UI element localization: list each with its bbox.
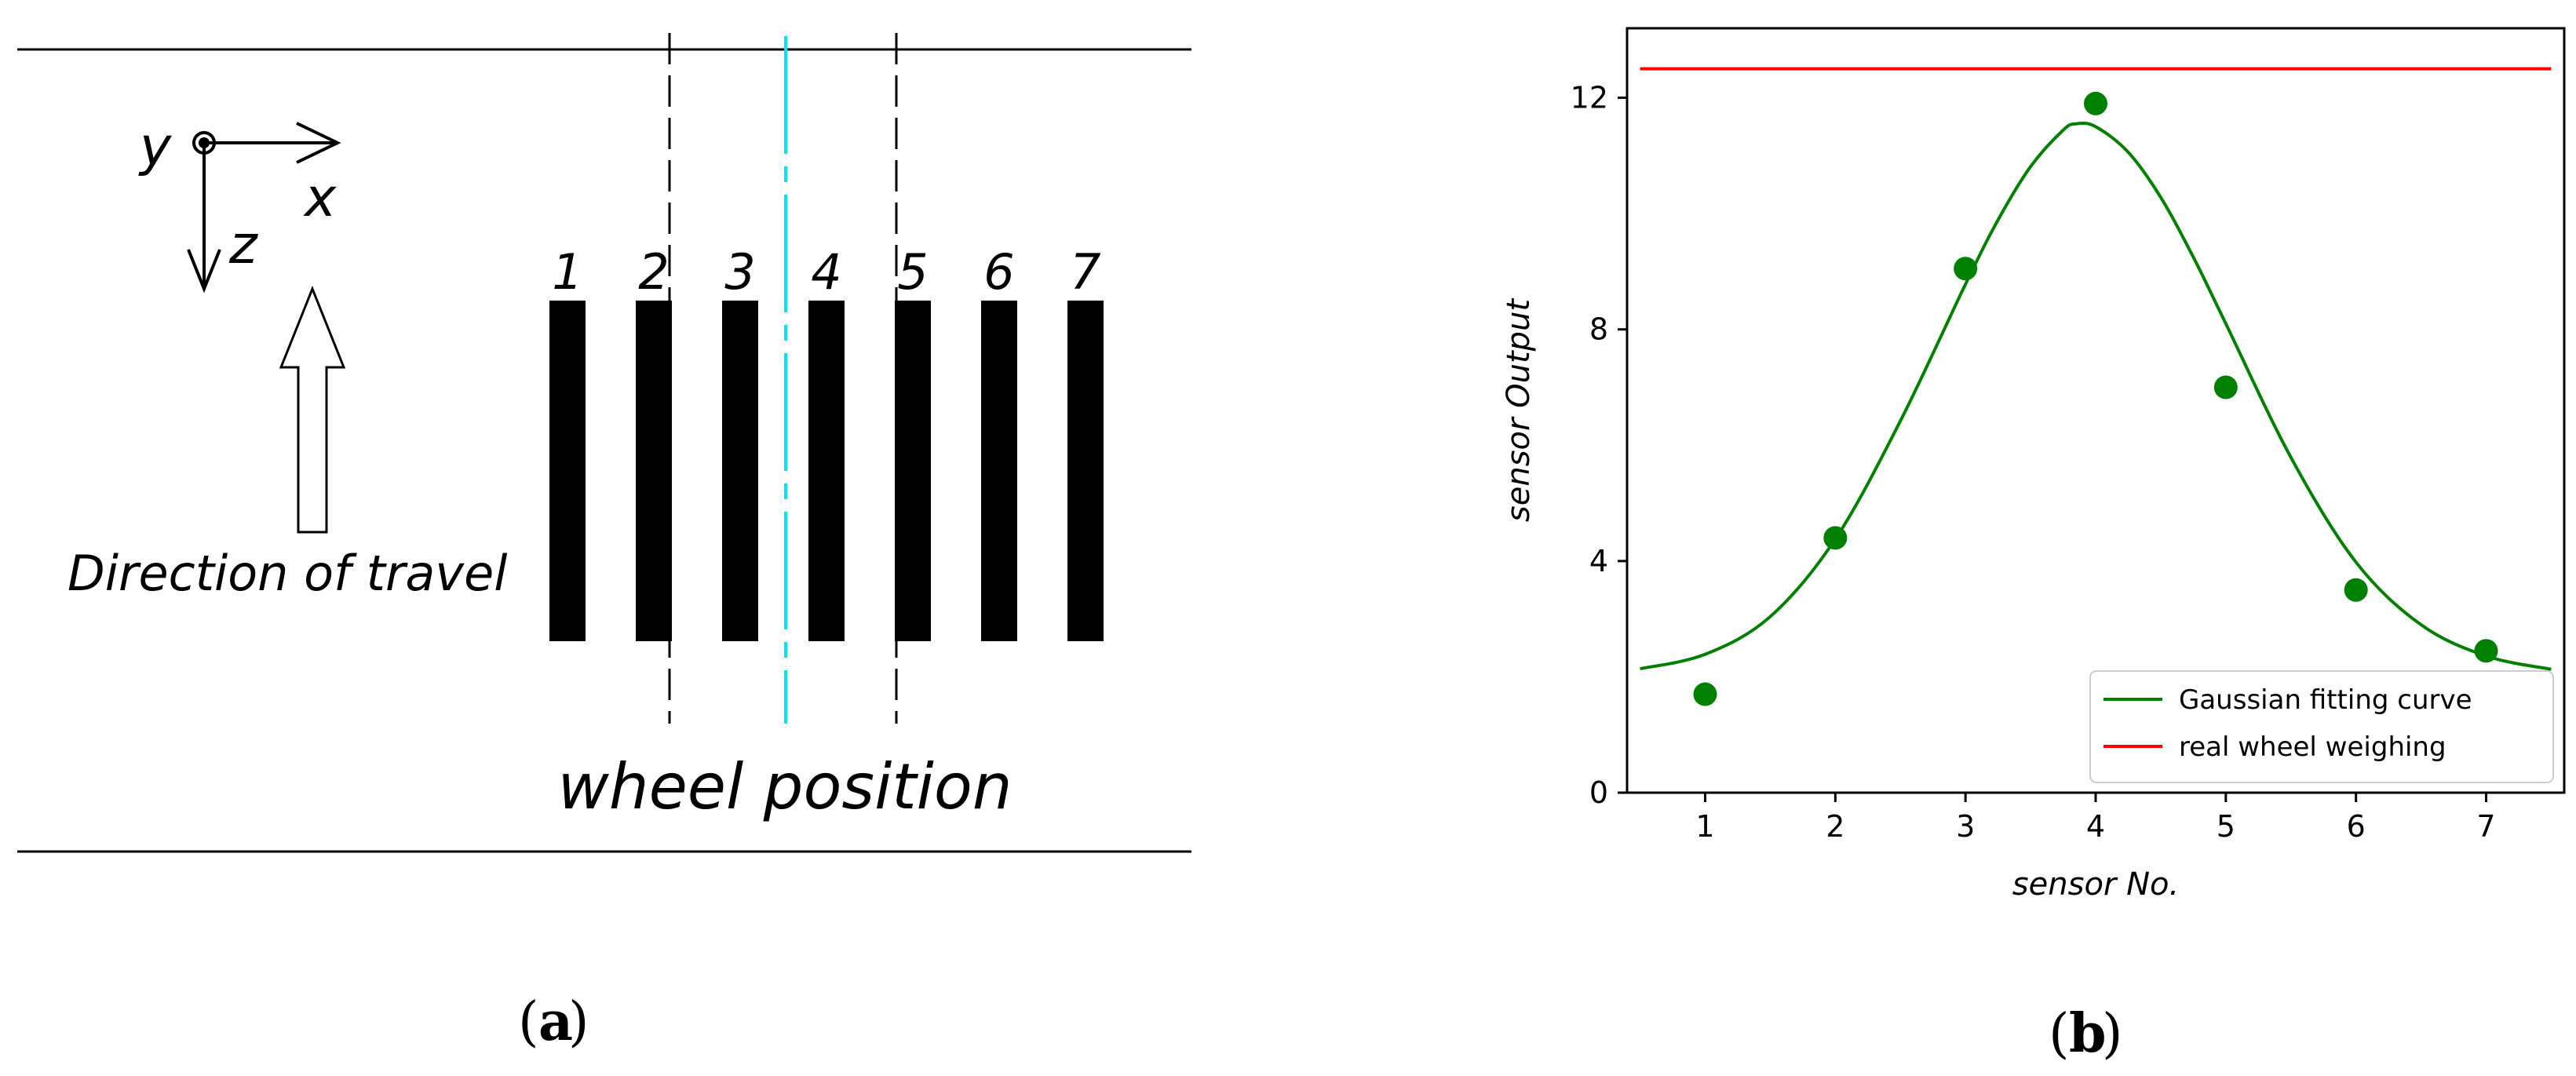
sensor-strip-5 [895,301,931,641]
data-points [1693,91,2498,706]
wheel-position-label: wheel position [557,750,1012,823]
caption-a-letter: a [538,990,573,1053]
legend-label-gaussian: Gaussian fitting curve [2179,684,2472,716]
x-tick-label-3: 3 [1956,809,1975,844]
caption-b-open: ( [2049,1003,2070,1065]
caption-b-close: ) [2102,1003,2123,1065]
data-point-3 [1954,257,1978,281]
sensor-label-7: 7 [1070,243,1100,301]
axis-z-label: z [228,214,258,276]
legend: Gaussian fitting curve real wheel weighi… [2089,670,2554,783]
y-axis-title: sensor Output [1501,298,1537,523]
sensor-strip-7 [1067,301,1104,641]
data-point-1 [1693,682,1717,706]
series-lines [1640,67,2552,671]
direction-of-travel-label: Direction of travel [68,545,507,602]
data-point-7 [2474,639,2498,663]
caption-a-close: ) [568,991,589,1053]
legend-label-real: real wheel weighing [2179,731,2446,763]
direction-arrow [279,285,346,534]
data-point-6 [2344,578,2368,602]
y-tick-label-0: 0 [1589,775,1608,810]
data-point-2 [1823,526,1848,550]
sensor-label-5: 5 [897,243,928,301]
x-axis-title: sensor No. [2012,866,2179,903]
sensor-label-6: 6 [983,243,1014,301]
sensor-label-2: 2 [638,243,669,301]
sensor-strips [549,301,1104,641]
series-line-0 [1640,122,2552,671]
x-arrowhead [296,122,341,164]
x-tick-label-2: 2 [1826,809,1844,844]
caption-a-open: ( [518,991,539,1053]
coordinate-axes [187,122,341,294]
axis-y-label: y [138,116,172,178]
sensor-strip-4 [808,301,845,641]
data-point-5 [2213,375,2238,399]
caption-a: ( a ) [518,990,589,1053]
x-tick-label-4: 4 [2086,809,2105,844]
caption-b: ( b ) [2049,1002,2123,1065]
x-tick-label-6: 6 [2347,809,2366,844]
sensor-strip-2 [636,301,672,641]
x-tick-label-5: 5 [2217,809,2235,844]
sensor-label-4: 4 [811,243,841,301]
sensor-strip-1 [549,301,586,641]
y-axis-origin-dot [199,137,210,148]
y-tick-label-8: 8 [1589,312,1608,347]
legend-box [2089,670,2554,783]
x-tick-label-7: 7 [2476,809,2495,844]
x-tick-label-1: 1 [1695,809,1714,844]
sensor-label-1: 1 [552,243,582,301]
y-axis-origin-circle [192,131,216,155]
sensor-strip-3 [722,301,758,641]
axis-x-label: x [303,167,337,229]
y-tick-label-4: 4 [1589,544,1608,578]
caption-b-letter: b [2069,1002,2107,1065]
y-tick-label-12: 12 [1571,81,1608,115]
sensor-strip-6 [981,301,1017,641]
sensor-label-3: 3 [724,243,755,301]
z-arrowhead [187,249,221,294]
data-point-4 [2084,91,2107,115]
